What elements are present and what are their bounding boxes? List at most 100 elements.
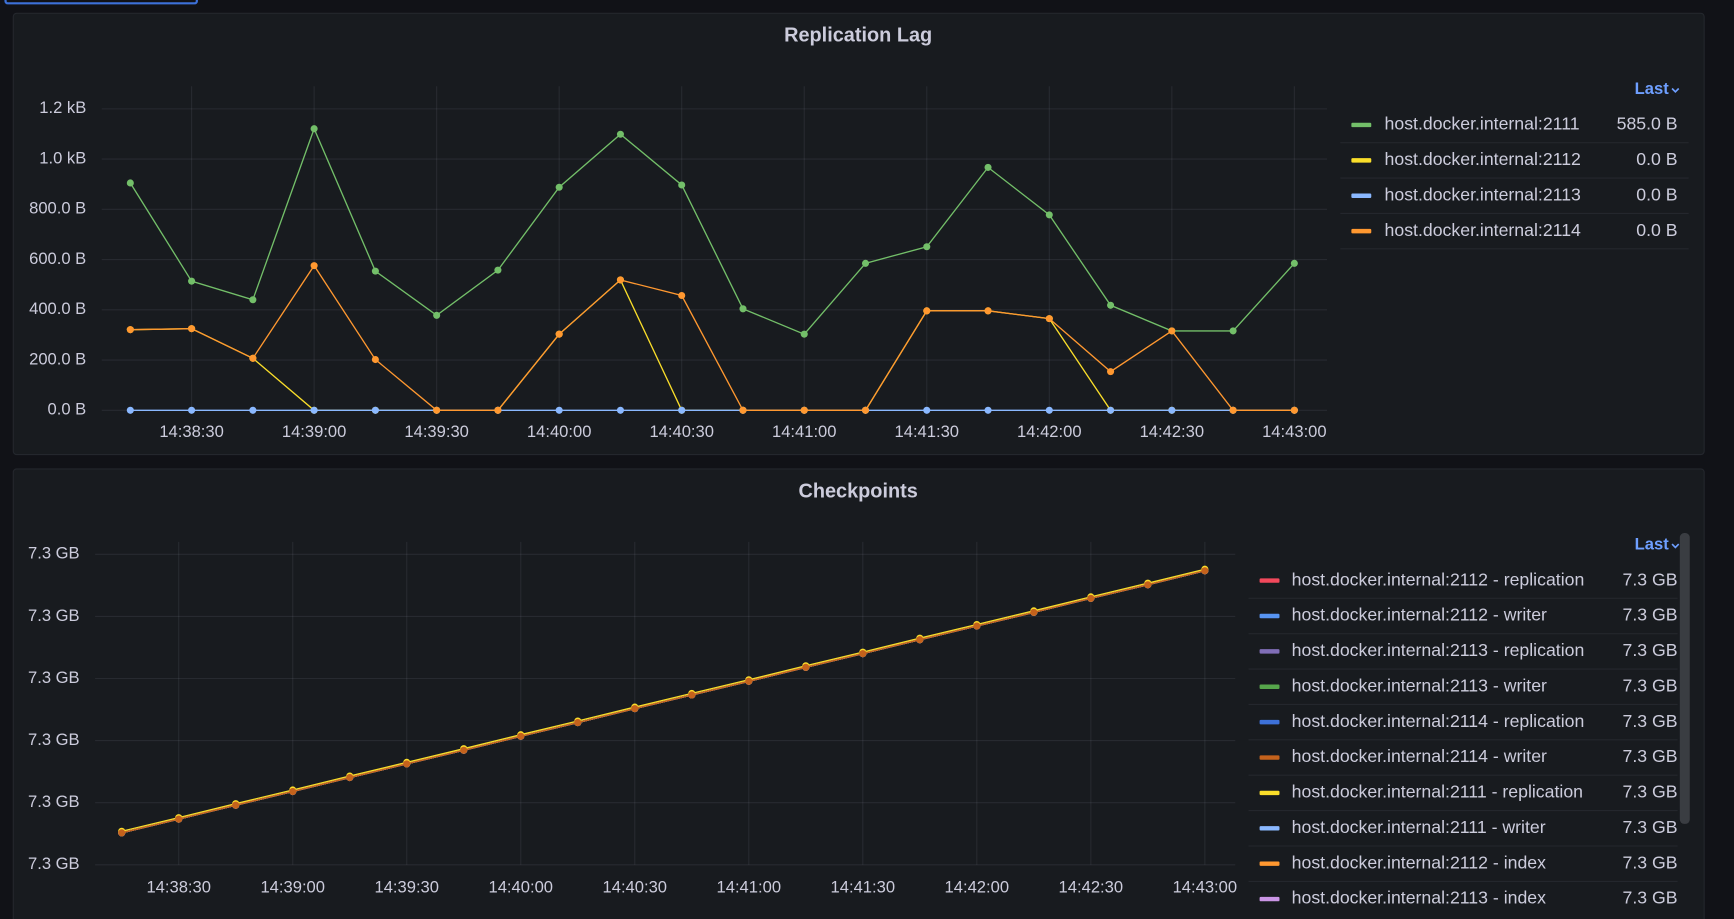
x-tick-label: 14:42:00 [945, 877, 1010, 896]
legend-swatch [1259, 861, 1280, 866]
legend-value: 7.3 GB [1623, 852, 1678, 872]
data-point [371, 356, 379, 364]
data-point [916, 636, 924, 644]
x-tick-label: 14:41:00 [772, 422, 837, 441]
data-point [494, 266, 502, 274]
data-point [289, 787, 297, 796]
legend-swatch [1259, 755, 1280, 760]
legend-value: 7.3 GB [1623, 675, 1678, 695]
legend-swatch [1351, 228, 1372, 234]
y-tick-label: 7.3 GB [28, 792, 80, 811]
panel-title: Checkpoints [798, 480, 917, 502]
data-point [1087, 594, 1095, 602]
panel [12, 468, 1705, 919]
data-point [923, 243, 931, 251]
y-tick-label: 7.3 GB [28, 854, 80, 873]
data-point [403, 760, 411, 768]
legend-value: 0.0 B [1636, 149, 1677, 169]
data-point [631, 705, 639, 713]
data-point [800, 406, 808, 414]
x-tick-label: 14:43:00 [1262, 422, 1327, 441]
data-point [1290, 406, 1298, 414]
legend-item[interactable]: host.docker.internal:2114 - writer 7.3 GB [1248, 746, 1678, 776]
legend-item[interactable]: host.docker.internal:2114 0.0 B [1340, 220, 1689, 250]
legend-item[interactable]: host.docker.internal:2113 - writer 7.3 GB [1248, 675, 1678, 706]
y-tick-label: 1.2 kB [39, 98, 86, 117]
data-point [984, 163, 992, 171]
data-point [1201, 567, 1209, 575]
x-tick-label: 14:39:00 [260, 877, 325, 896]
y-tick-label: 7.3 GB [28, 544, 80, 563]
data-point [859, 650, 867, 658]
legend-label: host.docker.internal:2111 - writer [1292, 817, 1546, 837]
data-point [678, 291, 686, 300]
y-tick-label: 7.3 GB [28, 730, 80, 749]
x-tick-label: 14:40:00 [527, 422, 592, 441]
legend-label: host.docker.internal:2113 [1385, 184, 1581, 204]
data-point [1107, 368, 1115, 376]
legend-swatch [1259, 613, 1280, 619]
legend-swatch [1259, 896, 1280, 902]
legend-item[interactable]: host.docker.internal:2112 0.0 B [1340, 149, 1689, 179]
legend-item[interactable]: host.docker.internal:2111 585.0 B [1340, 114, 1689, 144]
x-tick-label: 14:39:00 [282, 422, 347, 441]
legend-sort-header[interactable]: Last [1635, 535, 1670, 554]
x-tick-label: 14:42:00 [1017, 422, 1082, 441]
legend-item[interactable]: host.docker.internal:2112 - index 7.3 GB [1248, 852, 1678, 882]
data-point [433, 311, 441, 319]
legend-item[interactable]: host.docker.internal:2113 - index 7.3 GB [1249, 888, 1678, 917]
chevron-icon [1671, 87, 1680, 93]
legend-item[interactable]: host.docker.internal:2113 - replication 7… [1248, 640, 1678, 670]
legend-item[interactable]: host.docker.internal:2111 - writer 7.3 GB [1248, 817, 1678, 847]
legend-value: 7.3 GB [1623, 711, 1678, 731]
data-point [371, 406, 379, 414]
y-tick-label: 600.0 B [29, 249, 86, 268]
x-tick-label: 14:43:00 [1173, 877, 1238, 896]
data-point [1168, 327, 1176, 335]
legend-value: 7.3 GB [1623, 640, 1678, 660]
legend: host.docker.internal:2111 585.0 B host.doc… [1340, 114, 1689, 250]
legend-value: 7.3 GB [1623, 817, 1678, 837]
data-point [688, 691, 696, 699]
data-point [984, 307, 992, 315]
data-point [1229, 406, 1237, 414]
data-point [249, 406, 257, 414]
series-line [130, 264, 1295, 411]
legend-item[interactable]: host.docker.internal:2112 - writer 7.3 GB [1248, 605, 1678, 635]
data-point [1107, 406, 1115, 414]
data-point [1229, 327, 1237, 335]
x-tick-label: 14:41:30 [831, 877, 896, 896]
legend-item[interactable]: host.docker.internal:2114 - replication 7… [1248, 711, 1678, 741]
data-point [249, 354, 257, 362]
legend-swatch [1259, 790, 1280, 796]
y-tick-label: 1.0 kB [39, 148, 86, 167]
legend-label: host.docker.internal:2113 - replication [1292, 640, 1585, 660]
legend-sort-header[interactable]: Last [1635, 79, 1670, 98]
data-point [1107, 301, 1115, 309]
data-point [923, 406, 931, 414]
data-point [555, 183, 563, 191]
series-line [129, 126, 1295, 335]
legend-item[interactable]: host.docker.internal:2113 0.0 B [1340, 184, 1689, 214]
x-tick-label: 14:40:00 [488, 877, 553, 896]
panel [12, 12, 1705, 456]
legend: host.docker.internal:2112 - replication 7… [1248, 569, 1678, 917]
x-tick-label: 14:41:00 [717, 877, 782, 896]
legend-item[interactable]: host.docker.internal:2112 - replication 7… [1248, 569, 1678, 599]
chevron-icon [1671, 543, 1680, 549]
legend-label: host.docker.internal:2112 - writer [1292, 605, 1547, 625]
legend-item[interactable]: host.docker.internal:2111 - replication 7… [1248, 782, 1678, 812]
data-point [555, 330, 563, 338]
panel-title: Replication Lag [784, 25, 932, 47]
scrollbar[interactable] [1679, 533, 1690, 824]
data-point [739, 406, 747, 414]
legend-label: host.docker.internal:2112 - replication [1292, 569, 1585, 589]
data-point [984, 406, 992, 414]
data-point [861, 406, 870, 414]
data-point [1290, 259, 1298, 267]
data-point [616, 276, 624, 284]
legend-swatch [1259, 649, 1280, 654]
data-point [574, 719, 582, 727]
x-tick-label: 14:39:30 [374, 877, 439, 896]
